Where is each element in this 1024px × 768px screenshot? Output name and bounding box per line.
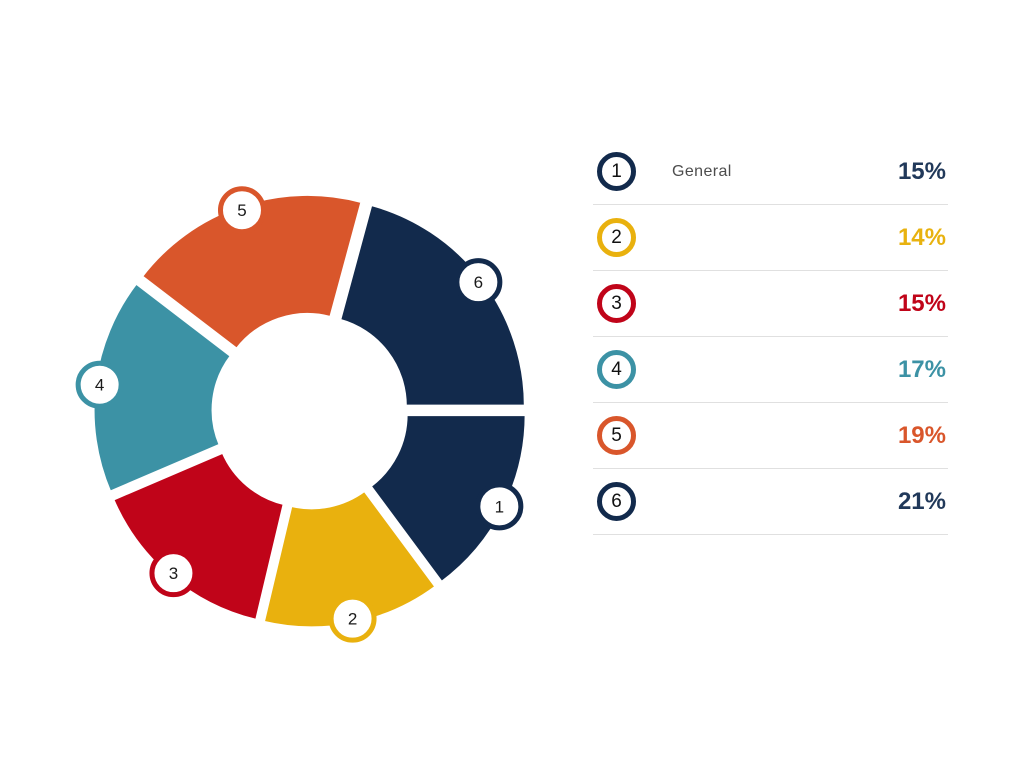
- legend-number-badge: 3: [597, 284, 636, 323]
- segment-badge-number: 3: [169, 564, 178, 583]
- legend-value: 14%: [897, 223, 946, 251]
- segment-badge-number: 2: [348, 610, 357, 629]
- segment-badge-ring: [475, 482, 524, 531]
- legend-row: 4 17%: [593, 337, 948, 403]
- legend-number-badge: 5: [597, 416, 636, 455]
- legend-number-badge: 1: [597, 152, 636, 191]
- segment-badge-number: 5: [237, 201, 246, 220]
- segment-badge-2: 2: [328, 594, 377, 643]
- legend-number: 1: [611, 161, 622, 182]
- segment-badge-number: 1: [495, 497, 504, 516]
- legend-number-badge: 2: [597, 218, 636, 257]
- legend-number: 6: [611, 491, 622, 512]
- legend-row: 6 21%: [593, 469, 948, 535]
- segment-badge-number: 4: [95, 376, 104, 395]
- donut-segment-6: [337, 202, 527, 408]
- legend-number: 5: [611, 425, 622, 446]
- legend-row: 3 15%: [593, 271, 948, 337]
- legend-row: 2 14%: [593, 205, 948, 271]
- legend-number: 4: [611, 359, 622, 380]
- legend: 1 General 15% 2 14% 3 15% 4 17% 5 19% 6 21%: [593, 139, 948, 535]
- donut-chart: 1 2 3 4 5 6: [75, 186, 528, 643]
- legend-label: General: [672, 162, 732, 180]
- donut-segment-3: [110, 450, 287, 623]
- legend-value: 15%: [897, 289, 946, 317]
- donut-segment-1: [368, 413, 528, 585]
- donut-segment-4: [91, 280, 234, 495]
- segment-badge-1: 1: [475, 482, 524, 531]
- segment-badge-number: 6: [474, 273, 483, 292]
- legend-number: 3: [611, 293, 622, 314]
- segment-badge-5: 5: [217, 186, 266, 235]
- donut-segment-5: [139, 192, 364, 352]
- segment-badge-ring: [454, 258, 503, 307]
- legend-value: 15%: [897, 157, 946, 185]
- segment-badge-ring: [149, 549, 198, 598]
- donut-svg: 1 2 3 4 5 6: [75, 186, 528, 643]
- segment-badge-3: 3: [149, 549, 198, 598]
- legend-number-badge: 6: [597, 482, 636, 521]
- legend-row: 5 19%: [593, 403, 948, 469]
- legend-number: 2: [611, 227, 622, 248]
- legend-value: 19%: [897, 421, 946, 449]
- legend-number-badge: 4: [597, 350, 636, 389]
- segment-badge-ring: [217, 186, 266, 235]
- segment-badge-ring: [75, 360, 124, 409]
- legend-value: 21%: [897, 487, 946, 515]
- legend-value: 17%: [897, 355, 946, 383]
- segment-badge-ring: [328, 594, 377, 643]
- segment-badge-6: 6: [454, 258, 503, 307]
- segment-badge-4: 4: [75, 360, 124, 409]
- legend-row: 1 General 15%: [593, 139, 948, 205]
- donut-segment-2: [261, 488, 439, 630]
